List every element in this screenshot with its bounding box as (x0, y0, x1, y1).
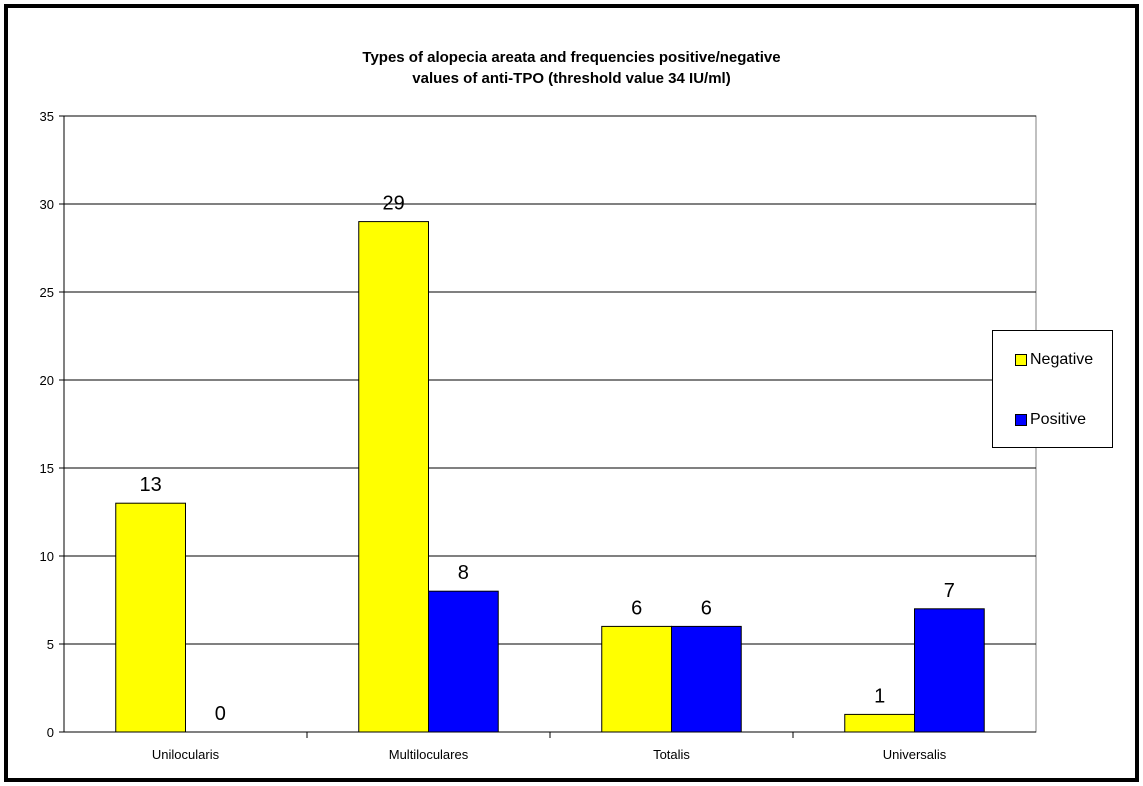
chart-title-line-1: Types of alopecia areata and frequencies… (362, 49, 781, 66)
data-label-positive: 0 (215, 703, 226, 725)
bar-negative (358, 221, 429, 733)
data-label-negative: 29 (383, 193, 405, 215)
y-tick-label: 25 (40, 285, 54, 300)
legend-label-positive: Positive (1030, 411, 1087, 428)
bar-negative (601, 625, 672, 733)
data-label-positive: 8 (458, 562, 469, 584)
legend-swatch-negative (1015, 354, 1027, 366)
data-label-negative: 6 (631, 597, 642, 619)
x-tick-label: Multiloculares (389, 747, 469, 762)
data-label-positive: 7 (944, 580, 955, 602)
chart-title-line-2: values of anti-TPO (threshold value 34 I… (412, 70, 731, 87)
legend-item-negative: Negative (1015, 351, 1093, 369)
legend-swatch-positive (1015, 414, 1027, 426)
legend-item-positive: Positive (1015, 411, 1086, 429)
x-tick-label: Universalis (883, 747, 947, 762)
x-tick-label: Totalis (653, 747, 690, 762)
data-label-negative: 13 (140, 474, 162, 496)
legend-label-negative: Negative (1030, 351, 1094, 368)
y-tick-label: 35 (40, 109, 54, 124)
bar-negative (844, 713, 915, 733)
y-tick-label: 30 (40, 197, 54, 212)
x-tick-label: Unilocularis (152, 747, 220, 762)
y-tick-label: 20 (40, 373, 54, 388)
plot-area (63, 115, 1037, 733)
y-tick-label: 0 (47, 725, 54, 740)
bar-negative (115, 502, 186, 733)
data-label-positive: 6 (701, 597, 712, 619)
y-tick-label: 5 (47, 637, 54, 652)
bar-positive (428, 590, 499, 733)
bar-positive (914, 608, 985, 733)
data-label-negative: 1 (874, 685, 885, 707)
bar-positive (671, 625, 742, 733)
y-tick-label: 15 (40, 461, 54, 476)
y-tick-label: 10 (40, 549, 54, 564)
legend: Negative Positive (992, 330, 1113, 448)
